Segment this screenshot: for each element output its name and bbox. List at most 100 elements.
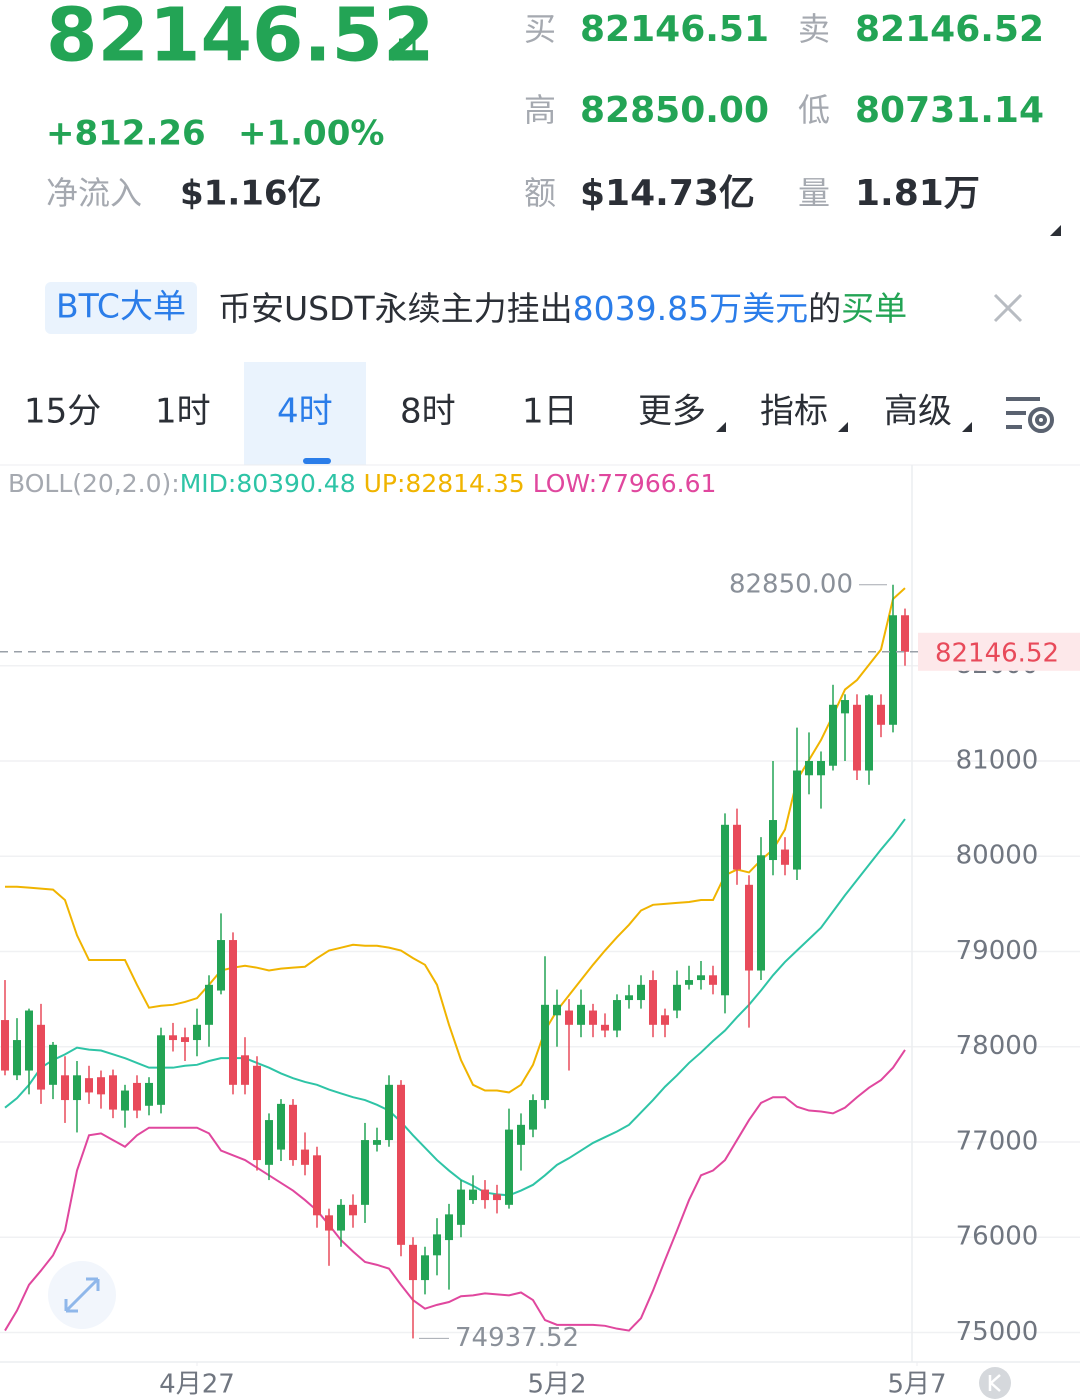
stat-label: 卖	[798, 10, 830, 48]
k-icon	[988, 1374, 1001, 1392]
net-inflow-label: 净流入	[46, 174, 142, 212]
candle-body	[337, 1204, 345, 1231]
legend-name: MID:	[180, 469, 237, 498]
candle-body	[481, 1189, 489, 1201]
candle-body	[229, 940, 237, 1085]
tab[interactable]: 8时	[400, 392, 456, 432]
stat-value: 82850.00	[580, 90, 769, 131]
candle-body	[529, 1100, 537, 1130]
stat-value: 80731.14	[855, 90, 1044, 131]
indicator-legend: BOLL(20,2.0):MID:80390.48 UP:82814.35 LOW:…	[8, 469, 716, 498]
candle-body	[145, 1082, 153, 1106]
candle-body	[73, 1075, 81, 1101]
banner-tag: BTC大单	[56, 287, 186, 326]
candle-body	[841, 700, 849, 714]
indicator-name: BOLL(20,2.0):	[8, 469, 180, 498]
candle-body	[889, 615, 897, 725]
banner-side: 买单	[841, 289, 907, 328]
tab[interactable]: 1时	[155, 392, 211, 432]
dropdown-marks	[716, 422, 972, 432]
candle-body	[97, 1077, 105, 1095]
boll-line	[5, 587, 906, 1094]
candle-body	[25, 1010, 33, 1071]
candle-body	[601, 1024, 609, 1031]
candle-body	[313, 1155, 321, 1216]
candle-body	[13, 1040, 21, 1076]
y-tick-label: 77000	[956, 1126, 1039, 1156]
candle-body	[685, 980, 693, 985]
tab[interactable]: 4时	[277, 392, 333, 432]
expand-corner[interactable]	[1050, 225, 1061, 236]
y-tick-label: 79000	[956, 936, 1039, 966]
candle-body	[265, 1120, 273, 1165]
candle-body	[877, 704, 885, 725]
last-price-label: 82146.52	[935, 638, 1059, 668]
candle-body	[421, 1255, 429, 1281]
candle-body	[133, 1082, 141, 1111]
candle-body	[85, 1078, 93, 1093]
candle-body	[721, 824, 729, 996]
boll-line	[4, 1049, 906, 1332]
candle-body	[373, 1140, 381, 1145]
candle-body	[589, 1010, 597, 1025]
banner-part: 币安USDT永续主力挂出	[218, 289, 573, 328]
tab[interactable]: 1日	[522, 392, 578, 432]
candle-body	[817, 760, 825, 776]
y-tick-label: 78000	[956, 1031, 1039, 1061]
candle-body	[457, 1189, 465, 1225]
banner-part: 的	[808, 289, 841, 328]
tab[interactable]: 更多	[638, 392, 706, 432]
candle-body	[361, 1140, 369, 1205]
chart: 7500076000770007800079000800008100082000…	[0, 465, 1080, 1400]
tab[interactable]: 高级	[884, 392, 952, 432]
last-price-tag	[918, 632, 1080, 671]
candle-body	[169, 1035, 177, 1041]
candle-body	[625, 995, 633, 1001]
y-tick-label: 81000	[956, 745, 1039, 775]
y-tick-label: 75000	[956, 1317, 1039, 1347]
legend-name: UP:	[364, 469, 406, 498]
candle-body	[829, 704, 837, 766]
tab-bar: 15分 1时 4时 8时 1日 更多 指标 高级	[24, 362, 952, 465]
stat-label: 买	[524, 10, 556, 48]
settings-icon[interactable]	[1006, 397, 1054, 433]
candle-body	[505, 1129, 513, 1205]
candle-body	[493, 1194, 501, 1201]
stat-label: 量	[798, 174, 830, 212]
boll-line	[4, 818, 906, 1197]
candle-body	[157, 1035, 165, 1105]
candle-body	[865, 695, 873, 771]
close-button[interactable]	[993, 293, 1023, 323]
candle-body	[649, 980, 657, 1025]
stat-value: 82146.51	[580, 9, 769, 50]
banner-amount: 8039.85万美元	[573, 289, 808, 328]
candle-body	[49, 1044, 57, 1085]
tab[interactable]: 指标	[760, 392, 828, 432]
candle-body	[853, 704, 861, 771]
fullscreen-icon	[64, 1277, 100, 1313]
stat-label: 额	[524, 174, 556, 212]
legend-value: 80390.48	[236, 469, 355, 498]
candle-body	[109, 1075, 117, 1110]
active-tab-bg	[244, 362, 366, 465]
candle-body	[253, 1065, 261, 1161]
candle-body	[61, 1075, 69, 1101]
up-arrow	[390, 38, 416, 62]
x-tick-label: 5月7	[887, 1370, 946, 1400]
candle-body	[577, 1004, 585, 1025]
candle-body	[397, 1084, 405, 1245]
tab[interactable]: 15分	[24, 392, 101, 432]
candle-body	[781, 849, 789, 865]
change: +812.26	[46, 114, 206, 154]
candle-body	[241, 1055, 249, 1085]
candle-body	[277, 1103, 285, 1150]
candle-body	[385, 1084, 393, 1141]
candle-body	[409, 1244, 417, 1281]
candle-body	[661, 1015, 669, 1025]
net-inflow: $1.16亿	[180, 174, 322, 214]
k-badge[interactable]	[979, 1367, 1011, 1399]
candle-body	[445, 1214, 453, 1241]
active-tab-bar	[303, 458, 331, 464]
high-marker-label: 82850.00	[729, 569, 853, 599]
